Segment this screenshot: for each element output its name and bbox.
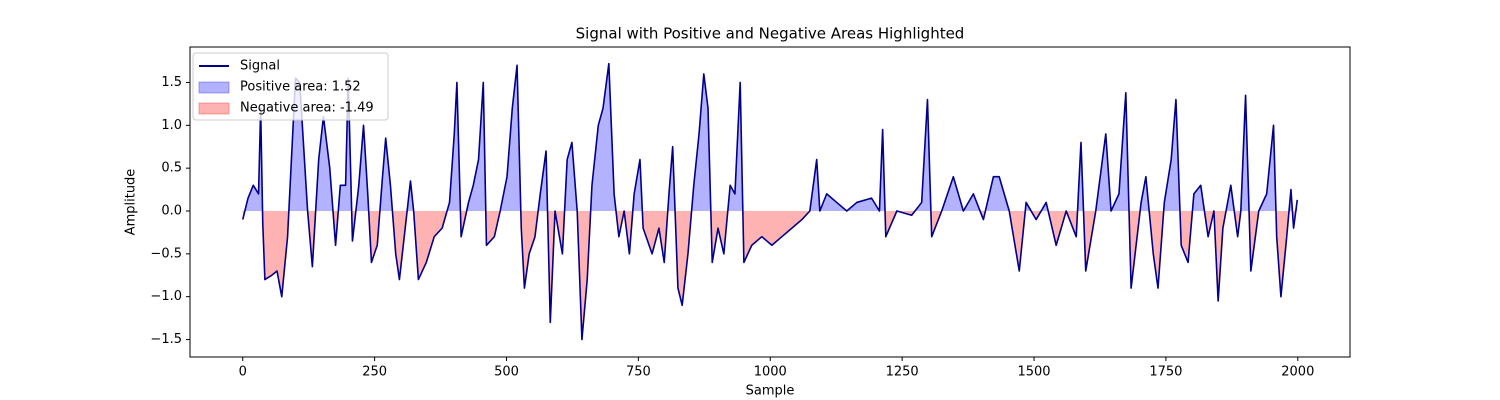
- legend-box: [192, 52, 389, 121]
- x-tick-label: 1000: [754, 365, 787, 380]
- x-tick-label: 750: [626, 365, 651, 380]
- x-axis-label: Sample: [746, 384, 795, 399]
- y-tick-label: 0.5: [161, 161, 182, 176]
- x-tick-label: 1250: [886, 365, 919, 380]
- x-tick-label: 1500: [1017, 365, 1050, 380]
- y-tick-label: −0.5: [150, 246, 182, 261]
- legend-label: Negative area: -1.49: [240, 101, 374, 116]
- y-tick-label: 1.5: [161, 75, 182, 90]
- negative-area: [242, 210, 1298, 340]
- x-tick-label: 2000: [1281, 365, 1314, 380]
- y-tick-label: −1.0: [150, 289, 182, 304]
- y-tick-label: 0.0: [161, 203, 182, 218]
- x-tick-label: 500: [494, 365, 519, 380]
- x-tick-label: 1750: [1149, 365, 1182, 380]
- legend-patch: [198, 102, 230, 115]
- legend-label: Positive area: 1.52: [240, 80, 361, 95]
- y-axis-label: Amplitude: [124, 169, 139, 236]
- chart-title: Signal with Positive and Negative Areas …: [576, 25, 965, 43]
- signal-line: [241, 62, 1299, 341]
- x-tick-label: 250: [362, 365, 387, 380]
- legend-patch: [198, 81, 230, 94]
- legend-label: Signal: [240, 59, 280, 74]
- y-tick-label: −1.5: [150, 332, 182, 347]
- y-tick-label: 1.0: [161, 118, 182, 133]
- x-tick-label: 0: [239, 365, 247, 380]
